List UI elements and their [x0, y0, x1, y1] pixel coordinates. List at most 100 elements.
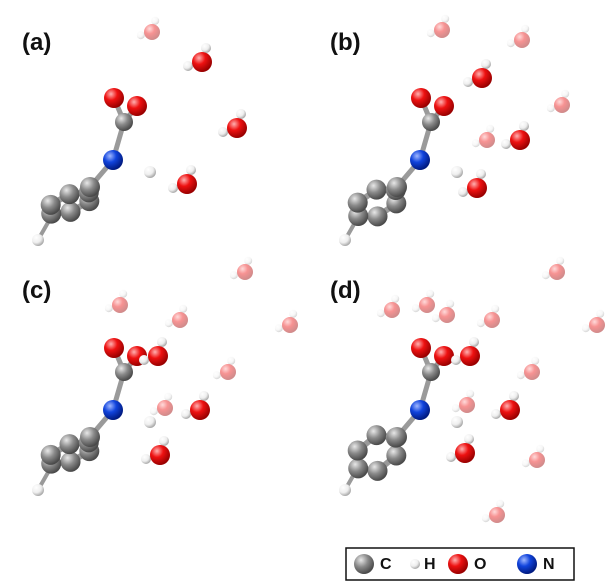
atom	[460, 346, 480, 366]
atom	[422, 113, 440, 131]
atom	[237, 264, 253, 280]
atom	[59, 184, 80, 205]
water	[164, 304, 188, 328]
water	[581, 309, 605, 333]
atom	[112, 297, 128, 313]
atom	[524, 364, 540, 380]
molecule	[339, 14, 570, 246]
atom	[472, 68, 492, 88]
atom	[144, 416, 156, 428]
panel-label: (c)	[22, 277, 51, 304]
atom	[387, 177, 407, 197]
atom	[589, 317, 605, 333]
atom	[157, 337, 167, 347]
atom	[227, 356, 236, 365]
atom	[32, 234, 44, 246]
atom	[411, 338, 431, 358]
water	[501, 121, 530, 150]
legend-label: H	[424, 556, 436, 573]
atom	[59, 434, 80, 455]
atom	[531, 356, 540, 365]
atom	[434, 22, 450, 38]
panel-label: (a)	[22, 29, 51, 56]
water	[149, 392, 173, 416]
atom	[481, 59, 491, 69]
atom	[596, 309, 605, 318]
atom	[32, 484, 44, 496]
atom	[212, 371, 221, 380]
atom	[159, 436, 169, 446]
atom	[434, 346, 454, 366]
atom	[434, 96, 454, 116]
atom	[168, 183, 178, 193]
atom	[516, 371, 525, 380]
atom	[218, 127, 228, 137]
atom	[144, 166, 156, 178]
atom	[289, 309, 298, 318]
atom	[471, 139, 480, 148]
atom	[384, 302, 400, 318]
atom	[149, 407, 158, 416]
atom	[172, 312, 188, 328]
atom	[451, 355, 461, 365]
atom	[451, 166, 463, 178]
atom	[220, 364, 236, 380]
atom	[476, 169, 486, 179]
atom	[501, 139, 511, 149]
atom	[141, 454, 151, 464]
atom	[459, 397, 475, 413]
atom	[151, 16, 160, 25]
molecule	[339, 256, 605, 523]
atom	[410, 150, 430, 170]
water	[451, 389, 475, 413]
atom	[376, 309, 385, 318]
atom	[431, 314, 440, 323]
atom	[177, 174, 197, 194]
water	[446, 434, 475, 463]
atom	[60, 451, 81, 472]
atom	[451, 416, 463, 428]
water	[451, 337, 480, 366]
water	[516, 356, 540, 380]
atom	[411, 88, 431, 108]
water	[229, 256, 253, 280]
atom	[148, 346, 168, 366]
atom	[506, 39, 515, 48]
atom	[150, 445, 170, 465]
legend-swatch	[517, 554, 537, 574]
atom	[466, 389, 475, 398]
atom	[104, 304, 113, 313]
atom	[496, 499, 505, 508]
legend-label: C	[380, 556, 392, 573]
atom	[481, 514, 490, 523]
atom	[181, 409, 191, 419]
atom	[164, 392, 173, 401]
atom	[458, 187, 468, 197]
atom	[339, 234, 351, 246]
water	[274, 309, 298, 333]
atom	[366, 179, 387, 200]
atom	[426, 289, 435, 298]
atom	[419, 297, 435, 313]
atom	[519, 121, 529, 131]
atom	[40, 444, 61, 465]
molecule	[32, 256, 298, 496]
atom	[561, 89, 570, 98]
atom	[347, 192, 368, 213]
atom	[491, 304, 500, 313]
atom	[451, 404, 460, 413]
atom	[464, 434, 474, 444]
atom	[199, 391, 209, 401]
atom	[509, 391, 519, 401]
atom	[486, 124, 495, 133]
atom	[119, 289, 128, 298]
water	[181, 391, 210, 420]
atom	[446, 299, 455, 308]
atom	[157, 400, 173, 416]
legend-swatch	[354, 554, 374, 574]
water	[183, 43, 212, 72]
water	[476, 304, 500, 328]
atom	[236, 109, 246, 119]
atom	[491, 409, 501, 419]
water	[212, 356, 236, 380]
